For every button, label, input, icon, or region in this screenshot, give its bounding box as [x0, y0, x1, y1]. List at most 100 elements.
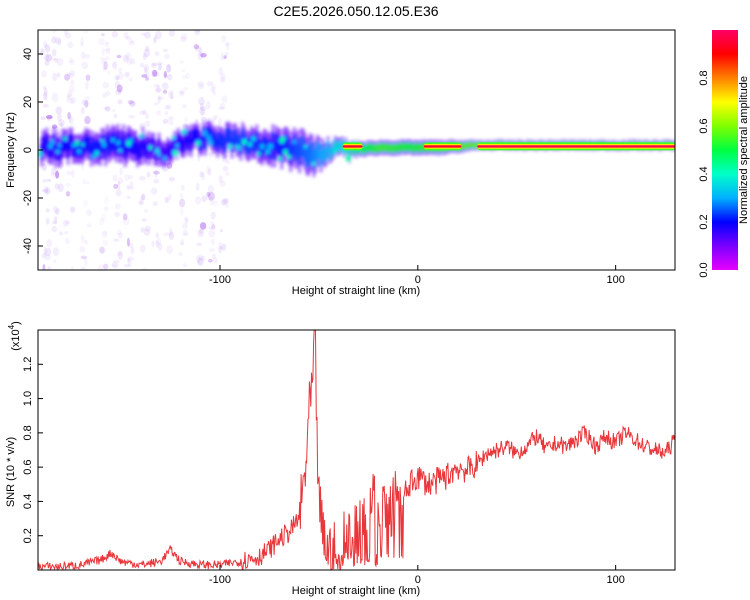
noise-speckle — [54, 183, 60, 190]
noise-speckle — [51, 220, 57, 225]
band-core — [143, 140, 147, 157]
band-core — [419, 143, 423, 152]
noise-speckle — [151, 62, 159, 66]
noise-speckle — [43, 53, 50, 61]
noise-speckle — [104, 90, 111, 96]
band-core — [376, 144, 380, 153]
band-core — [467, 142, 471, 149]
band-core — [312, 149, 316, 170]
band-core — [474, 142, 478, 149]
noise-speckle — [81, 106, 86, 114]
band-core — [405, 143, 408, 152]
band-core — [321, 144, 325, 159]
y-tick-label: 0 — [22, 147, 34, 153]
noise-speckle — [128, 40, 135, 46]
noise-speckle — [47, 114, 51, 122]
noise-speckle — [125, 52, 132, 60]
x-tick-label: -100 — [209, 574, 231, 586]
band-core — [465, 143, 469, 150]
noise-speckle — [103, 48, 111, 52]
noise-speckle — [182, 104, 187, 109]
noise-speckle — [200, 172, 205, 181]
noise-speckle — [122, 213, 128, 221]
band-core — [355, 146, 359, 155]
noise-speckle — [205, 165, 211, 174]
noise-speckle — [100, 56, 105, 64]
noise-speckle — [71, 168, 75, 178]
noise-speckle — [127, 186, 135, 191]
spectrogram-noise-layer — [40, 30, 231, 270]
band-core — [387, 144, 391, 152]
band-core — [116, 131, 120, 150]
noise-speckle — [102, 81, 110, 89]
band-core — [296, 138, 300, 159]
noise-speckle — [81, 99, 89, 106]
band-hotspot — [57, 143, 62, 148]
noise-speckle — [155, 232, 160, 239]
band-hotspot — [236, 145, 242, 150]
band-core — [50, 142, 54, 159]
noise-speckle — [117, 99, 123, 105]
band-core — [292, 135, 296, 155]
noise-speckle — [45, 217, 50, 225]
noise-speckle — [101, 47, 105, 57]
band-hotspot — [257, 151, 261, 155]
noise-speckle — [153, 71, 160, 77]
band-core — [162, 148, 166, 162]
band-core — [132, 137, 136, 155]
noise-speckle — [182, 229, 188, 236]
band-core — [73, 141, 77, 157]
noise-speckle — [84, 240, 89, 245]
spectrogram-hot-layer — [342, 142, 675, 151]
noise-speckle — [139, 122, 146, 130]
noise-speckle — [221, 243, 227, 250]
band-core — [250, 133, 254, 150]
noise-speckle — [138, 175, 146, 181]
band-core — [396, 143, 400, 152]
noise-speckle — [40, 116, 46, 121]
band-core — [218, 131, 221, 147]
band-core — [152, 138, 156, 153]
noise-speckle — [199, 229, 203, 235]
noise-speckle — [195, 182, 200, 192]
band-core — [86, 136, 90, 153]
noise-speckle — [104, 106, 111, 112]
band-core — [287, 138, 291, 158]
band-core — [134, 137, 138, 155]
noise-speckle — [184, 218, 189, 224]
noise-speckle — [80, 41, 84, 47]
noise-speckle — [118, 72, 124, 80]
noise-speckle — [145, 45, 150, 52]
snr-y-label: SNR (10 * v/v) — [5, 437, 17, 507]
band-hotspot — [91, 154, 96, 158]
noise-speckle — [208, 229, 216, 238]
noise-speckle — [196, 255, 201, 263]
noise-speckle — [102, 231, 108, 235]
noise-speckle — [57, 183, 64, 193]
noise-speckle — [210, 86, 215, 94]
noise-speckle — [102, 92, 109, 99]
noise-speckle — [128, 115, 136, 119]
noise-speckle — [117, 251, 123, 260]
noise-speckle — [182, 263, 187, 268]
noise-speckle — [218, 245, 223, 254]
noise-speckle — [211, 83, 217, 91]
noise-speckle — [219, 76, 225, 84]
noise-speckle — [218, 117, 223, 126]
noise-speckle — [183, 117, 188, 123]
noise-speckle — [103, 195, 110, 205]
noise-speckle — [116, 54, 122, 59]
noise-speckle — [80, 36, 84, 46]
noise-speckle — [179, 60, 184, 64]
band-core — [210, 130, 214, 145]
band-core — [472, 142, 476, 148]
band-core — [392, 144, 396, 153]
noise-speckle — [65, 220, 70, 225]
noise-speckle — [101, 230, 108, 238]
band-core — [367, 143, 371, 152]
noise-speckle — [111, 31, 119, 38]
noise-speckle — [143, 48, 151, 58]
noise-speckle — [128, 77, 133, 82]
noise-speckle — [153, 37, 157, 44]
